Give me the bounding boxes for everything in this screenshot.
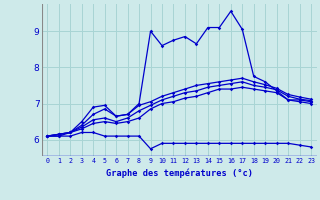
X-axis label: Graphe des températures (°c): Graphe des températures (°c)	[106, 168, 253, 178]
